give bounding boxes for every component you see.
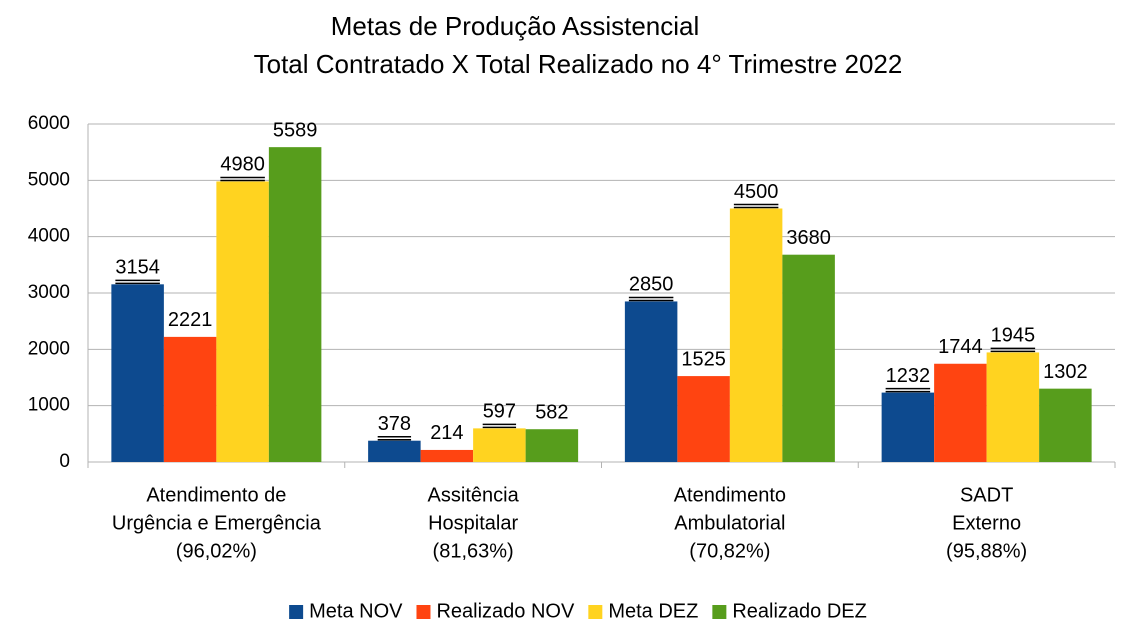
x-tick-label: Atendimento de <box>146 484 286 506</box>
data-label: 582 <box>535 401 568 423</box>
x-tick-label: Atendimento <box>674 484 786 506</box>
bar <box>677 376 730 462</box>
x-tick-label: Urgência e Emergência <box>112 512 322 534</box>
data-label: 3154 <box>115 257 160 279</box>
y-tick-label: 2000 <box>28 338 70 359</box>
legend-label: Meta NOV <box>309 600 403 622</box>
legend-swatch <box>588 605 603 619</box>
y-tick-label: 4000 <box>28 226 70 247</box>
data-label: 4980 <box>220 154 265 176</box>
x-tick-label: Ambulatorial <box>674 512 785 534</box>
bar <box>368 440 421 462</box>
legend-label: Realizado NOV <box>436 600 575 622</box>
bar <box>624 301 678 462</box>
bar <box>268 147 322 462</box>
y-tick-label: 3000 <box>28 282 70 303</box>
legend-swatch <box>289 605 304 619</box>
data-label: 2850 <box>629 274 674 296</box>
legend-swatch <box>416 605 431 619</box>
x-tick-label: Assitência <box>428 484 520 506</box>
data-label: 378 <box>378 413 411 435</box>
legend-swatch <box>712 605 727 619</box>
x-tick-label: Hospitalar <box>428 512 518 534</box>
bar <box>216 181 269 462</box>
bar <box>420 449 474 462</box>
bar <box>111 284 164 462</box>
x-tick-label: Externo <box>952 512 1021 534</box>
data-label: 1302 <box>1043 361 1088 383</box>
data-label: 4500 <box>734 181 779 203</box>
x-tick-label: SADT <box>960 484 1013 506</box>
bar <box>525 429 579 462</box>
data-label: 2221 <box>168 309 213 331</box>
legend-label: Realizado DEZ <box>732 600 867 622</box>
data-label: 1945 <box>991 325 1036 347</box>
data-label: 1525 <box>681 348 726 370</box>
bar <box>1039 388 1092 462</box>
data-label: 1232 <box>886 365 931 387</box>
x-tick-label: (96,02%) <box>176 540 257 562</box>
data-label: 1744 <box>938 336 983 358</box>
chart-subtitle: Total Contratado X Total Realizado no 4°… <box>254 49 903 79</box>
bar <box>881 392 935 462</box>
bar <box>986 352 1040 462</box>
data-label: 214 <box>430 422 463 444</box>
y-tick-label: 1000 <box>28 395 70 416</box>
x-tick-label: (81,63%) <box>433 540 514 562</box>
y-tick-label: 5000 <box>28 169 70 190</box>
data-label: 3680 <box>786 227 831 249</box>
y-tick-label: 6000 <box>28 113 70 134</box>
legend-label: Meta DEZ <box>608 600 698 622</box>
data-label: 597 <box>483 401 516 423</box>
y-tick-label: 0 <box>59 451 70 472</box>
chart-title: Metas de Produção Assistencial <box>331 11 700 41</box>
bar <box>934 363 987 462</box>
bar <box>782 254 835 462</box>
x-tick-label: (70,82%) <box>689 540 770 562</box>
x-tick-label: (95,88%) <box>946 540 1027 562</box>
bar <box>729 208 783 462</box>
bar <box>163 336 217 462</box>
data-label: 5589 <box>273 119 318 141</box>
bar <box>473 428 526 462</box>
